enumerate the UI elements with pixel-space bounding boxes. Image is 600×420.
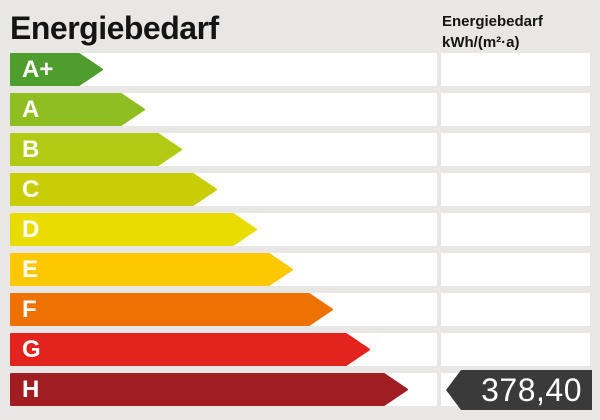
arrow-shape [10,93,145,126]
energy-class-label: E [22,256,39,283]
energy-class-row: C [0,173,600,206]
unit-header: Energiebedarf kWh/(m²·a) [442,11,543,53]
row-right-band [441,93,590,126]
energy-class-row: F [0,293,600,326]
energy-class-arrow [10,93,145,126]
energy-class-label: C [22,176,40,203]
energy-class-label: A [22,96,40,123]
energy-class-row: B [0,133,600,166]
arrow-shape [10,133,182,166]
energy-class-row: D [0,213,600,246]
energy-class-label: B [22,136,40,163]
row-right-band [441,133,590,166]
arrow-shape [10,53,103,86]
page-title: Energiebedarf [10,10,219,46]
energy-class-label: D [22,216,40,243]
row-right-band [441,213,590,246]
energy-class-arrow [10,133,182,166]
arrow-shape [10,373,408,406]
energy-class-row: G [0,333,600,366]
row-right-band [441,53,590,86]
energy-class-arrow [10,213,257,246]
arrow-shape [10,293,333,326]
arrow-shape [10,333,370,366]
energy-class-label: H [22,376,40,403]
row-right-band [441,333,590,366]
arrow-shape [10,173,217,206]
energy-class-label: F [22,296,37,323]
row-right-band [441,293,590,326]
unit-header-line2: kWh/(m²·a) [442,34,520,51]
arrow-shape [10,253,293,286]
energy-class-label: G [22,336,41,363]
arrow-shape [10,213,257,246]
energy-class-arrow [10,293,333,326]
unit-header-line1: Energiebedarf [442,13,543,30]
energy-class-label: A+ [22,56,54,83]
energy-class-row: A+ [0,53,600,86]
row-right-band [441,253,590,286]
energy-class-arrow [10,333,370,366]
energy-class-arrow [10,373,408,406]
energy-class-arrow [10,173,217,206]
row-right-band [441,173,590,206]
value-badge: 378,40 [446,370,592,410]
energy-class-row: E [0,253,600,286]
energy-class-arrow [10,53,103,86]
energy-class-row: A [0,93,600,126]
energy-class-arrow [10,253,293,286]
value-badge-text: 378,40 [481,372,582,408]
